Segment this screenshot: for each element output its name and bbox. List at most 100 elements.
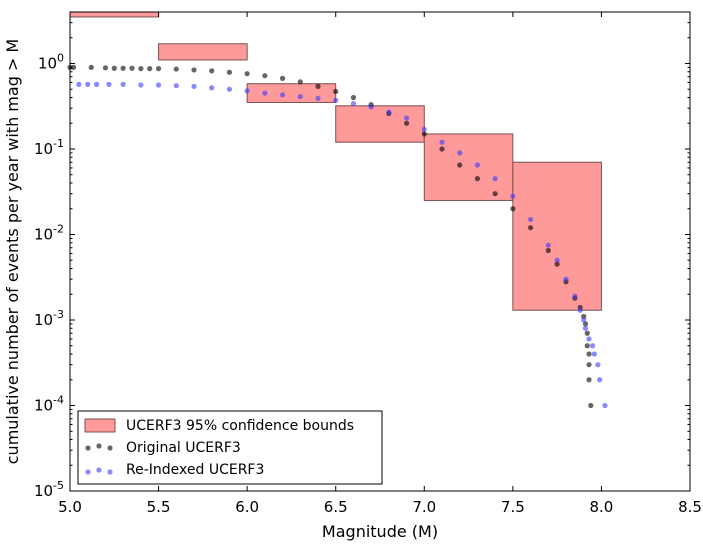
point-reindexed xyxy=(577,307,583,313)
x-tick-label: 6.5 xyxy=(324,498,348,516)
point-original xyxy=(586,362,592,368)
point-original xyxy=(457,162,463,168)
point-original xyxy=(586,377,592,383)
point-original xyxy=(173,66,179,72)
y-tick-label: 10-3 xyxy=(34,308,64,329)
point-original xyxy=(421,131,427,137)
point-original xyxy=(350,94,357,101)
axis-ticks-layer: 5.0 5.5 6.0 6.5 7.0 7.5 8.0 8.5 100 10-1 10-2 10-3 1… xyxy=(34,11,702,516)
point-original xyxy=(510,206,516,212)
legend-marker xyxy=(96,467,102,473)
confidence-box-1 xyxy=(158,43,248,61)
confidence-box-2 xyxy=(246,83,337,103)
point-reindexed xyxy=(591,351,597,357)
legend-marker xyxy=(85,469,91,475)
point-reindexed xyxy=(209,85,215,91)
point-reindexed xyxy=(586,336,592,342)
point-original xyxy=(403,120,410,126)
point-reindexed xyxy=(244,88,250,94)
legend-frame xyxy=(77,410,383,485)
point-reindexed xyxy=(93,81,100,87)
point-original xyxy=(226,69,233,75)
point-original xyxy=(138,66,144,72)
point-reindexed xyxy=(595,362,601,368)
legend-marker xyxy=(107,469,113,475)
point-original xyxy=(297,79,303,85)
point-reindexed xyxy=(262,90,268,96)
point-reindexed xyxy=(226,86,233,92)
series-original xyxy=(67,64,594,409)
point-reindexed xyxy=(421,126,427,132)
point-original xyxy=(262,73,268,79)
x-tick-label: 8.0 xyxy=(589,498,613,516)
point-reindexed xyxy=(138,82,144,88)
x-tick-label: 7.5 xyxy=(501,498,525,516)
point-original xyxy=(147,66,153,72)
x-tick-label: 8.5 xyxy=(678,498,702,516)
point-original xyxy=(279,75,286,81)
point-reindexed xyxy=(297,93,303,100)
x-tick-label: 6.0 xyxy=(235,498,259,516)
point-reindexed xyxy=(350,100,357,107)
legend: UCERF3 95% confidence bounds Original UC… xyxy=(77,410,383,485)
point-reindexed xyxy=(545,242,551,248)
point-original xyxy=(582,321,589,327)
point-reindexed xyxy=(582,325,589,331)
legend-marker xyxy=(107,445,113,451)
point-original xyxy=(209,68,215,74)
point-original xyxy=(474,176,481,182)
point-reindexed xyxy=(85,81,91,87)
point-reindexed xyxy=(510,193,516,199)
point-reindexed xyxy=(279,92,286,98)
point-reindexed xyxy=(554,257,560,263)
point-reindexed xyxy=(589,343,596,349)
series-reindexed xyxy=(76,81,608,409)
point-reindexed xyxy=(120,81,126,87)
y-tick-label: 10-5 xyxy=(34,479,64,500)
point-reindexed xyxy=(368,104,374,110)
point-original xyxy=(333,88,339,95)
point-reindexed xyxy=(572,293,578,299)
y-axis-label: cumulative number of events per year wit… xyxy=(3,39,22,464)
point-original xyxy=(584,343,590,349)
point-original xyxy=(588,402,594,409)
point-reindexed xyxy=(155,82,162,88)
point-original xyxy=(545,247,551,254)
point-original xyxy=(191,67,197,73)
point-reindexed xyxy=(173,83,179,89)
legend-marker xyxy=(85,445,91,451)
point-reindexed xyxy=(386,109,392,115)
point-original xyxy=(584,330,590,336)
point-reindexed xyxy=(191,83,197,89)
point-reindexed xyxy=(439,139,445,145)
point-reindexed xyxy=(581,317,587,323)
legend-marker xyxy=(96,443,102,449)
legend-swatch-original xyxy=(85,443,113,451)
plot-frame xyxy=(69,11,691,492)
confidence-box-5 xyxy=(512,161,602,311)
point-original xyxy=(439,146,445,152)
confidence-box-0 xyxy=(69,11,160,18)
y-tick-label: 10-1 xyxy=(34,137,64,158)
legend-label-reindexed: Re-Indexed UCERF3 xyxy=(126,462,264,478)
legend-label-confidence: UCERF3 95% confidence bounds xyxy=(126,418,354,434)
point-original xyxy=(586,351,592,357)
point-original xyxy=(315,83,321,89)
point-reindexed xyxy=(76,81,82,87)
point-reindexed xyxy=(315,95,321,102)
point-reindexed xyxy=(106,81,112,87)
point-original xyxy=(88,64,94,70)
point-original xyxy=(244,71,250,77)
point-original xyxy=(554,261,560,267)
point-original xyxy=(111,65,117,71)
point-reindexed xyxy=(474,162,481,168)
point-reindexed xyxy=(597,377,603,383)
y-tick-label: 10-2 xyxy=(34,222,64,243)
legend-swatch-confidence xyxy=(84,418,116,433)
point-reindexed xyxy=(527,216,534,223)
x-axis-label: Magnitude (M) xyxy=(322,522,438,541)
y-tick-label: 100 xyxy=(38,51,64,72)
point-reindexed xyxy=(457,150,463,156)
